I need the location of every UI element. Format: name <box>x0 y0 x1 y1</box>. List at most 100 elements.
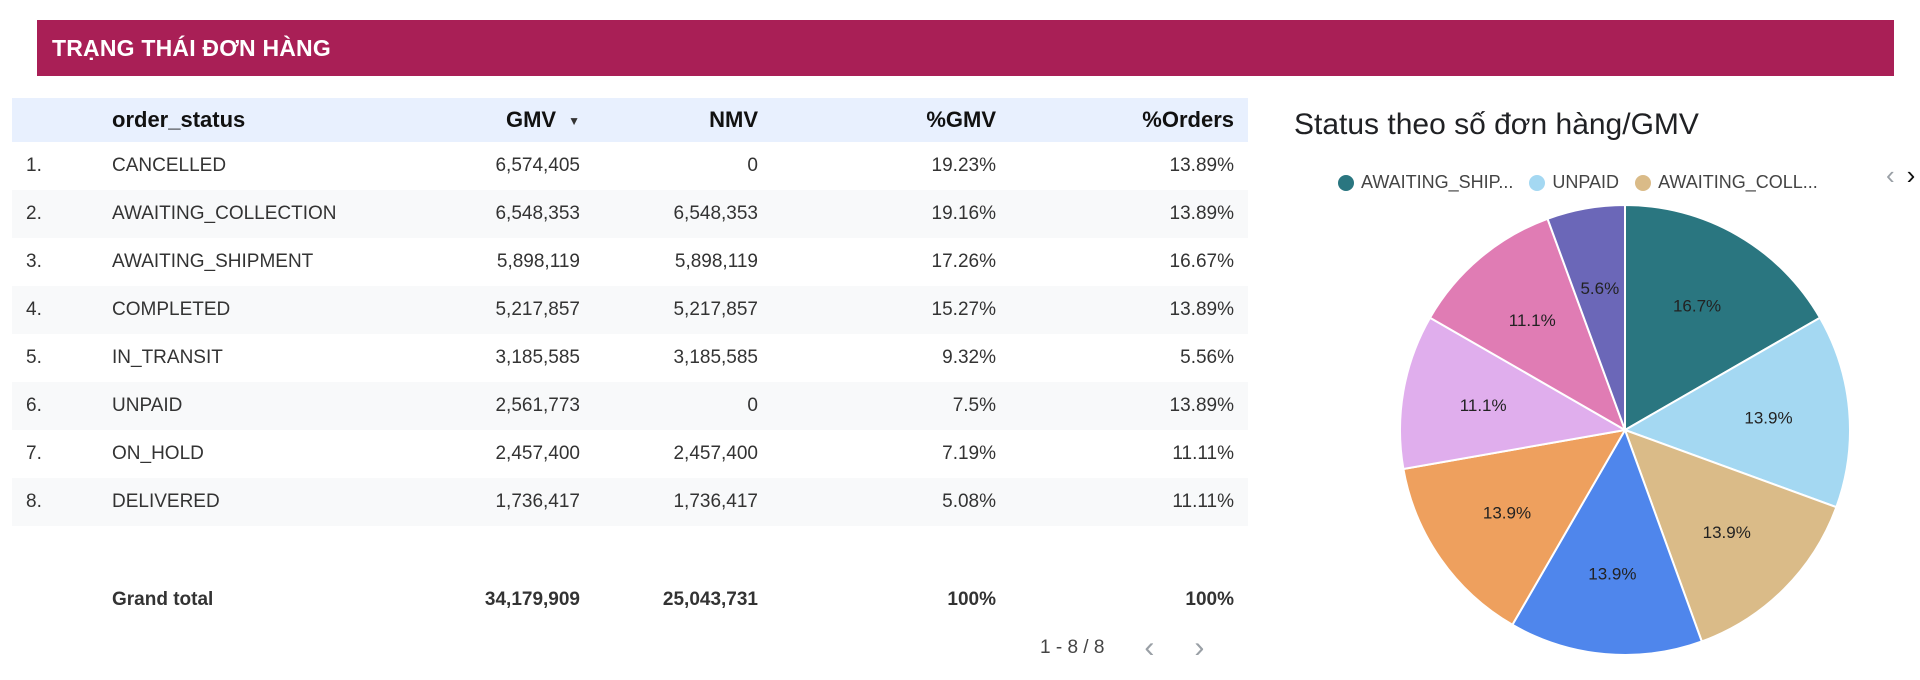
total-index-cell <box>12 576 64 624</box>
gmv-cell: 6,548,353 <box>495 203 580 224</box>
legend-item-awaiting-collection[interactable]: AWAITING_COLL... <box>1635 172 1818 193</box>
pagination-label: 1 - 8 / 8 <box>1040 637 1105 658</box>
index-column-header <box>12 98 64 142</box>
pct-gmv-cell: 19.16% <box>931 203 996 224</box>
legend-dot-icon <box>1635 174 1652 191</box>
chart-title: Status theo số đơn hàng/GMV <box>1294 108 1699 141</box>
pct-gmv-cell: 19.23% <box>931 155 996 176</box>
pie-slice[interactable] <box>1624 203 1822 432</box>
pct-orders-cell: 13.89% <box>1169 395 1234 416</box>
legend-item-awaiting-shipment[interactable]: AWAITING_SHIP... <box>1338 172 1513 193</box>
grand-total-pct-orders: 100% <box>1185 589 1234 610</box>
pie-slice[interactable] <box>1623 428 1838 643</box>
row-index: 4. <box>26 299 42 320</box>
pie-slice-label: 11.1% <box>1460 396 1507 415</box>
pie-slice[interactable] <box>1622 316 1851 509</box>
row-index: 1. <box>26 155 42 176</box>
sort-desc-icon[interactable]: ▼ <box>568 114 580 129</box>
pct-orders-cell: 5.56% <box>1180 347 1234 368</box>
pct-orders-cell: 11.11% <box>1172 443 1234 464</box>
table-body: 1. CANCELLED 6,574,405 0 19.23% 13.89% 2. AWAIT… <box>12 142 1248 526</box>
table-header-row: order_status GMV ▼ NMV %GMV %Orders <box>12 98 1248 142</box>
nmv-cell: 6,548,353 <box>673 203 758 224</box>
pie-slice-label: 5.6% <box>1580 279 1619 298</box>
nmv-cell: 1,736,417 <box>673 491 758 512</box>
order-status-cell: UNPAID <box>112 395 183 416</box>
legend-prev-chevron-icon[interactable]: ‹ <box>1886 160 1895 190</box>
pie-chart: 16.7% 13.9% 13.9% 13.9% 13.9% 11.1% 11.1% 5.6% <box>1399 203 1851 656</box>
legend-label: AWAITING_COLL... <box>1658 172 1818 192</box>
row-index: 8. <box>26 491 42 512</box>
table-row[interactable]: 1. CANCELLED 6,574,405 0 19.23% 13.89% <box>12 142 1248 190</box>
pct-orders-cell: 11.11% <box>1172 491 1234 512</box>
nmv-cell: 0 <box>747 395 758 416</box>
nmv-cell: 3,185,585 <box>673 347 758 368</box>
chart-legend: AWAITING_SHIP... UNPAID AWAITING_COLL... <box>1338 172 1834 193</box>
column-header-pct-gmv[interactable]: %GMV <box>926 107 996 132</box>
table-row[interactable]: 4. COMPLETED 5,217,857 5,217,857 15.27% 13.89… <box>12 286 1248 334</box>
pie-slice[interactable] <box>1511 427 1704 656</box>
row-index: 2. <box>26 203 42 224</box>
pct-gmv-cell: 7.5% <box>952 395 996 416</box>
legend-pager: ‹ › <box>1886 160 1915 191</box>
legend-dot-icon <box>1338 174 1354 191</box>
prev-page-chevron-icon[interactable]: ‹ <box>1144 631 1155 664</box>
column-header-order-status[interactable]: order_status <box>112 107 246 132</box>
legend-item-unpaid[interactable]: UNPAID <box>1529 172 1619 193</box>
gmv-cell: 5,898,119 <box>496 251 580 272</box>
pie-slice[interactable] <box>1399 316 1628 471</box>
table-row[interactable]: 5. IN_TRANSIT 3,185,585 3,185,585 9.32% 5.56% <box>12 334 1248 382</box>
legend-next-chevron-icon[interactable]: › <box>1906 160 1916 190</box>
order-status-cell: AWAITING_COLLECTION <box>112 203 337 224</box>
pie-slice-label: 13.9% <box>1588 564 1636 583</box>
order-status-cell: AWAITING_SHIPMENT <box>112 251 314 272</box>
pie-slice[interactable] <box>1546 203 1626 431</box>
pct-gmv-cell: 5.08% <box>942 491 996 512</box>
grand-total-gmv: 34,179,909 <box>484 589 580 610</box>
grand-total-label: Grand total <box>112 589 214 610</box>
nmv-cell: 0 <box>747 155 758 176</box>
pct-gmv-cell: 7.19% <box>942 443 996 464</box>
grand-total-pct-gmv: 100% <box>947 589 996 610</box>
gmv-cell: 2,457,400 <box>495 443 580 464</box>
order-status-table: order_status GMV ▼ NMV %GMV %Orders 1. CAN… <box>12 98 1248 526</box>
pie-slice[interactable] <box>1428 217 1627 433</box>
order-status-cell: CANCELLED <box>112 155 227 176</box>
legend-label: AWAITING_SHIP... <box>1361 172 1514 192</box>
pct-orders-cell: 13.89% <box>1169 203 1234 224</box>
table-row[interactable]: 8. DELIVERED 1,736,417 1,736,417 5.08% 11.11% <box>12 478 1248 526</box>
pie-slice-label: 16.7% <box>1673 296 1721 315</box>
table-row[interactable]: 2. AWAITING_COLLECTION 6,548,353 6,548,353 1… <box>12 190 1248 238</box>
nmv-cell: 2,457,400 <box>673 443 758 464</box>
legend-dot-icon <box>1529 174 1546 191</box>
nmv-cell: 5,898,119 <box>674 251 758 272</box>
gmv-cell: 5,217,857 <box>495 299 580 320</box>
table-pagination: 1 - 8 / 8 ‹ › <box>1040 628 1204 668</box>
section-title: TRẠNG THÁI ĐƠN HÀNG <box>52 34 331 61</box>
order-status-cell: ON_HOLD <box>112 443 204 464</box>
column-header-nmv[interactable]: NMV <box>709 107 758 132</box>
pie-slice-label: 13.9% <box>1483 504 1531 523</box>
column-header-gmv[interactable]: GMV ▼ <box>416 98 594 142</box>
row-index: 7. <box>26 443 42 464</box>
gmv-cell: 6,574,405 <box>495 155 580 176</box>
table-row[interactable]: 7. ON_HOLD 2,457,400 2,457,400 7.19% 11.11% <box>12 430 1248 478</box>
pct-orders-cell: 13.89% <box>1169 155 1234 176</box>
grand-total-nmv: 25,043,731 <box>662 589 758 610</box>
pie-slice-label: 13.9% <box>1703 523 1751 542</box>
order-status-cell: IN_TRANSIT <box>112 347 223 368</box>
pct-gmv-cell: 17.26% <box>931 251 996 272</box>
row-index: 3. <box>26 251 42 272</box>
pie-slice-label: 11.1% <box>1509 311 1556 330</box>
column-header-gmv-label: GMV <box>505 107 557 132</box>
next-page-chevron-icon[interactable]: › <box>1194 631 1205 664</box>
order-status-cell: COMPLETED <box>112 299 231 320</box>
row-index: 5. <box>26 347 42 368</box>
pie-slice[interactable] <box>1402 428 1627 627</box>
pct-gmv-cell: 15.27% <box>931 299 996 320</box>
table-row[interactable]: 3. AWAITING_SHIPMENT 5,898,119 5,898,119 17.… <box>12 238 1248 286</box>
nmv-cell: 5,217,857 <box>673 299 758 320</box>
gmv-cell: 1,736,417 <box>495 491 580 512</box>
table-row[interactable]: 6. UNPAID 2,561,773 0 7.5% 13.89% <box>12 382 1248 430</box>
column-header-pct-orders[interactable]: %Orders <box>1142 107 1234 132</box>
